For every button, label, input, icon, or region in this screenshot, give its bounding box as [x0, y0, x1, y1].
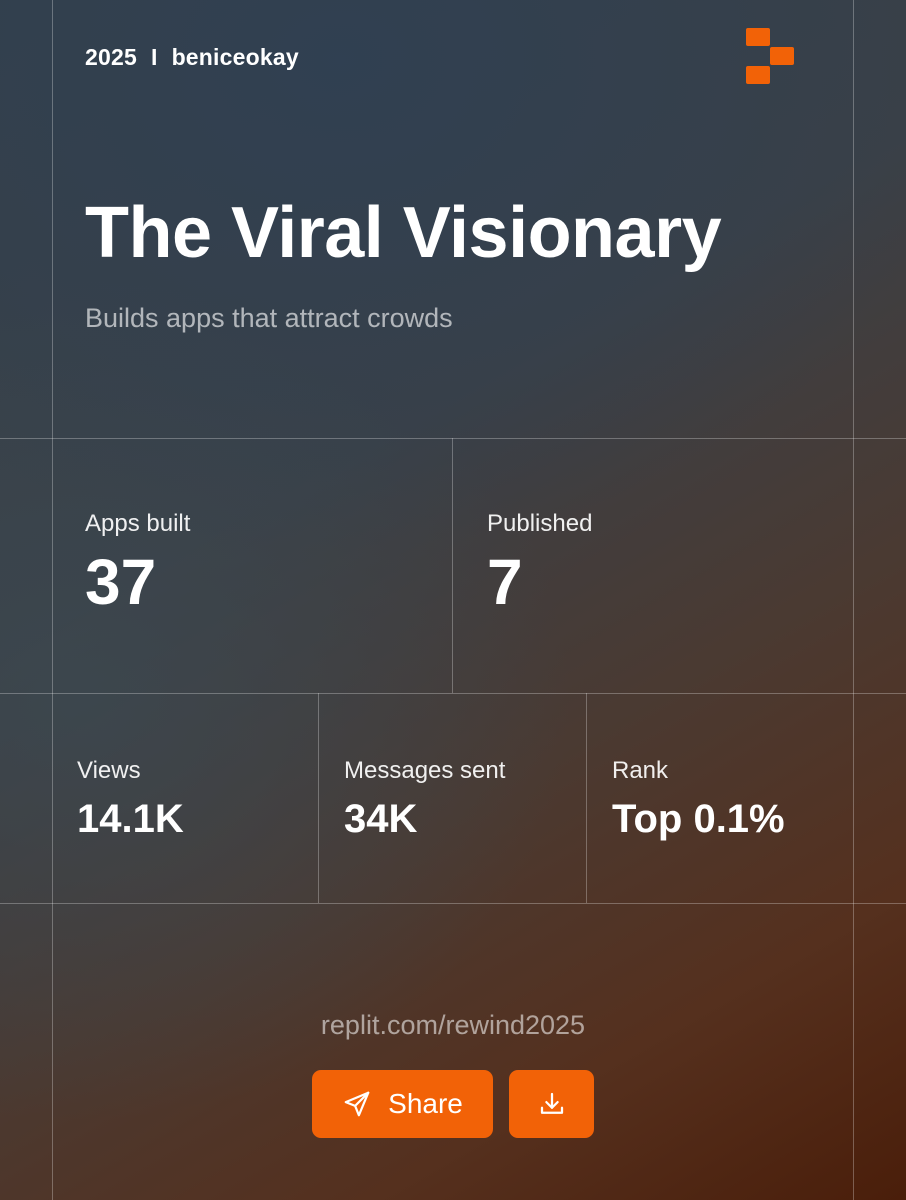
share-button[interactable]: Share [312, 1070, 493, 1138]
header-separator: I [150, 44, 158, 70]
stat-apps-built: Apps built 37 [85, 510, 190, 614]
stat-label: Views [77, 757, 141, 784]
stat-messages-sent: Messages sent 34K [344, 757, 505, 839]
stat-label: Rank [612, 757, 669, 784]
stat-value: Top 0.1% [612, 797, 785, 841]
share-label: Share [388, 1088, 463, 1119]
stat-value: 34K [344, 797, 418, 841]
grid-line [0, 693, 906, 694]
replit-logo-icon [746, 28, 796, 84]
download-button[interactable] [509, 1070, 594, 1138]
stat-label: Published [487, 510, 593, 537]
stat-views: Views 14.1K [77, 757, 184, 839]
username-label: beniceokay [171, 44, 299, 70]
grid-line [0, 438, 906, 439]
grid-line [0, 903, 906, 904]
stat-label: Messages sent [344, 757, 506, 784]
stat-label: Apps built [85, 510, 191, 537]
grid-line [318, 693, 319, 903]
stat-value: 14.1K [77, 797, 184, 841]
stat-value: 7 [487, 546, 523, 618]
header: 2025 I beniceokay [85, 44, 299, 71]
rewind-url[interactable]: replit.com/rewind2025 [320, 1010, 586, 1040]
grid-line [452, 438, 453, 693]
grid-line [853, 0, 854, 1200]
page-title: The Viral Visionary [85, 193, 722, 273]
year-label: 2025 [85, 44, 137, 70]
send-icon [342, 1089, 372, 1119]
download-icon [537, 1089, 567, 1119]
stat-value: 37 [85, 546, 157, 618]
grid-line [52, 0, 53, 1200]
page-subtitle: Builds apps that attract crowds [85, 303, 453, 333]
grid-line [586, 693, 587, 903]
stat-rank: Rank Top 0.1% [612, 757, 785, 839]
stat-published: Published 7 [487, 510, 592, 614]
